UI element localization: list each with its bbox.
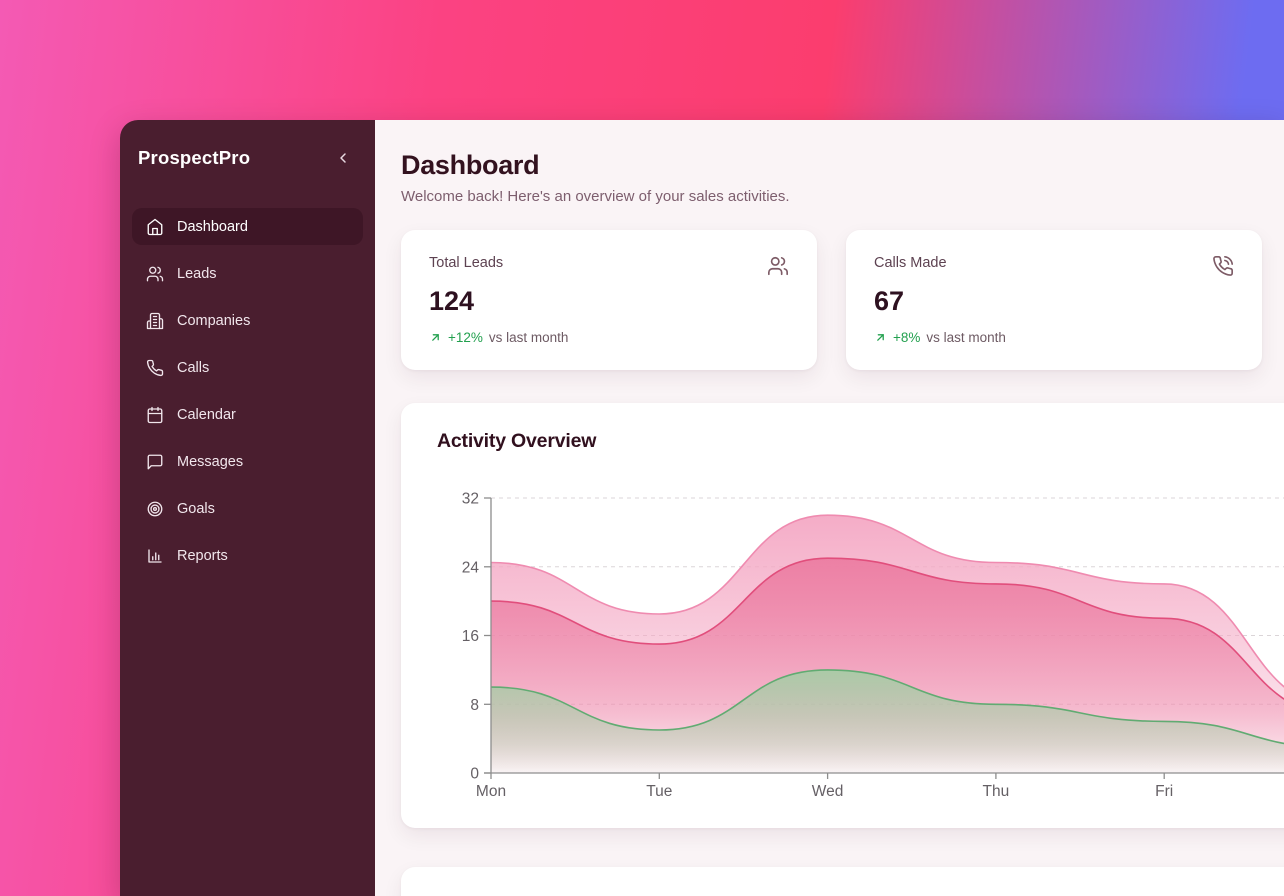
svg-text:Wed: Wed [812,783,844,800]
stat-delta: +12% [448,330,483,345]
message-square-icon [146,453,164,471]
main-content: Dashboard Welcome back! Here's an overvi… [375,120,1284,896]
app-brand: ProspectPro [138,147,251,168]
activity-overview-card: Activity Overview 0 8 16 24 32 Mon Tue Wed Thu Fr… [401,403,1284,828]
sidebar-nav: Dashboard Leads Companies Calls [132,208,363,574]
users-icon [767,255,789,277]
stat-card-total-leads: Total Leads 124 +12% vs last month [401,230,817,370]
stat-delta-note: vs last month [488,330,569,345]
sidebar-item-goals[interactable]: Goals [132,490,363,527]
stat-label: Calls Made [874,255,947,271]
sidebar-item-label: Reports [177,547,228,564]
bar-chart-icon [146,547,164,565]
app-window: ProspectPro Dashboard Leads [120,120,1284,896]
sidebar: ProspectPro Dashboard Leads [120,120,375,896]
stat-card-calls-made: Calls Made 67 +8% vs last month [846,230,1262,370]
sidebar-item-label: Dashboard [177,218,248,235]
home-icon [146,218,164,236]
sidebar-item-label: Calls [177,359,210,376]
svg-text:0: 0 [470,766,479,783]
stat-value: 124 [429,286,475,316]
partial-card-below [401,867,1284,896]
sidebar-item-calls[interactable]: Calls [132,349,363,386]
sidebar-item-calendar[interactable]: Calendar [132,396,363,433]
sidebar-item-label: Goals [177,500,215,517]
page-subtitle: Welcome back! Here's an overview of your… [401,188,790,205]
sidebar-item-leads[interactable]: Leads [132,255,363,292]
arrow-up-right-icon [874,331,887,344]
activity-chart: 0 8 16 24 32 Mon Tue Wed Thu Fri [462,491,1284,800]
svg-text:16: 16 [462,628,479,645]
sidebar-header: ProspectPro [132,146,363,170]
page-title: Dashboard [401,150,540,180]
svg-text:32: 32 [462,491,479,508]
phone-call-icon [1212,255,1234,277]
sidebar-item-companies[interactable]: Companies [132,302,363,339]
sidebar-item-messages[interactable]: Messages [132,443,363,480]
svg-text:8: 8 [470,697,479,714]
sidebar-item-dashboard[interactable]: Dashboard [132,208,363,245]
phone-icon [146,359,164,377]
building-icon [146,312,164,330]
arrow-up-right-icon [429,331,442,344]
stat-value: 67 [874,286,905,316]
calendar-icon [146,406,164,424]
stat-delta-note: vs last month [926,330,1006,345]
svg-text:24: 24 [462,559,480,576]
chevron-left-icon [335,150,351,166]
stats-row: Total Leads 124 +12% vs last month Calls [401,230,1284,370]
sidebar-item-reports[interactable]: Reports [132,537,363,574]
users-icon [146,265,164,283]
sidebar-item-label: Companies [177,312,251,329]
stat-label: Total Leads [429,255,504,271]
sidebar-item-label: Calendar [177,406,236,423]
sidebar-collapse-button[interactable] [331,146,355,170]
svg-text:Thu: Thu [983,783,1010,800]
svg-text:Tue: Tue [646,783,672,800]
sidebar-item-label: Leads [177,265,217,282]
svg-text:Fri: Fri [1155,783,1173,800]
stat-delta: +8% [893,330,921,345]
target-icon [146,500,164,518]
sidebar-item-label: Messages [177,453,244,470]
chart-title: Activity Overview [437,430,597,452]
svg-text:Mon: Mon [476,783,506,800]
